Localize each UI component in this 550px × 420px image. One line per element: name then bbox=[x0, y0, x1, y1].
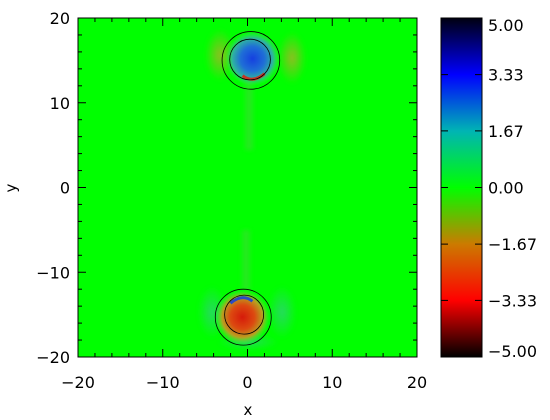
colorbar-tick-label: −1.67 bbox=[488, 235, 537, 254]
colorbar-tick-labels: 5.00 3.33 1.67 0.00 −1.67 −3.33 −5.00 bbox=[488, 16, 537, 361]
colorbar-ticks bbox=[441, 17, 482, 358]
y-tick-label: 0 bbox=[60, 179, 70, 198]
colorbar-tick-label: 1.67 bbox=[488, 122, 524, 141]
y-tick-label: −10 bbox=[36, 263, 70, 282]
upper-outer-circle bbox=[221, 31, 281, 90]
colorbar-tick-label: 3.33 bbox=[488, 66, 524, 85]
lower-inner-circle bbox=[224, 294, 265, 335]
colorbar-tick-label: 0.00 bbox=[488, 179, 524, 198]
y-tick-label: 10 bbox=[50, 94, 70, 113]
heatmap-field bbox=[78, 18, 417, 357]
y-tick-label: 20 bbox=[50, 9, 70, 28]
lower-vortex-edge bbox=[229, 296, 254, 305]
x-tick-label: 20 bbox=[407, 373, 427, 392]
x-tick-label: −20 bbox=[61, 373, 95, 392]
lower-outer-circle bbox=[214, 288, 272, 346]
y-axis-title: y bbox=[2, 183, 20, 192]
x-tick-label: −10 bbox=[146, 373, 180, 392]
y-tick-label: −20 bbox=[36, 348, 70, 367]
colorbar-tick-label: −5.00 bbox=[488, 342, 537, 361]
x-axis-title: x bbox=[244, 401, 253, 419]
upper-inner-circle bbox=[229, 38, 271, 81]
x-tick-label: 10 bbox=[322, 373, 342, 392]
axis-ticks bbox=[77, 17, 418, 358]
x-tick-label: 0 bbox=[242, 373, 252, 392]
axis-tick-labels: −20 −10 0 10 20 −20 −10 0 10 20 bbox=[36, 9, 427, 392]
lower-vortex bbox=[215, 290, 270, 345]
colorbar-tick-label: −3.33 bbox=[488, 291, 537, 310]
colorbar-tick-label: 5.00 bbox=[488, 16, 524, 35]
